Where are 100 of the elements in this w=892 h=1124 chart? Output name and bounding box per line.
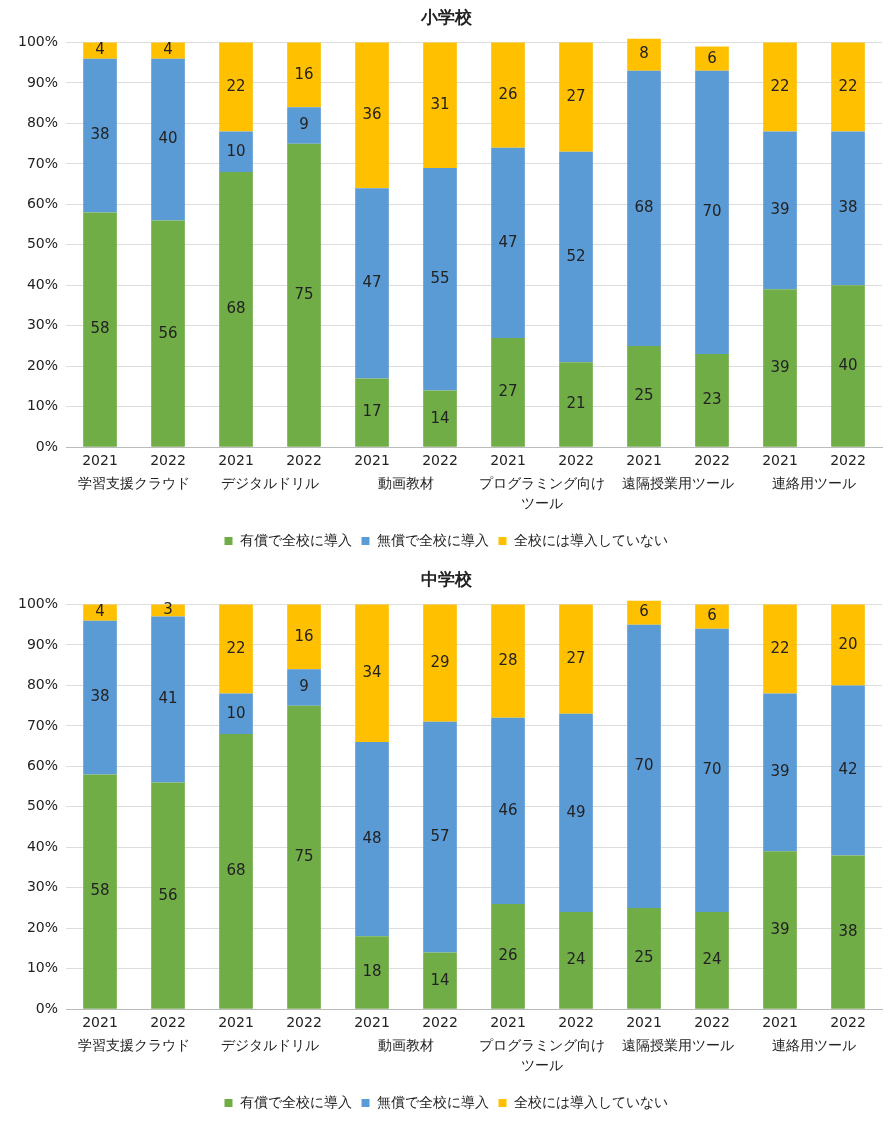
bar: [83, 604, 117, 621]
bar: [219, 42, 253, 132]
x-tick-label: 2021: [82, 452, 118, 469]
text: 連絡用ツール: [772, 1036, 856, 1053]
chart-title: 小学校: [419, 6, 473, 27]
x-tick-label: 2022: [558, 452, 594, 469]
bar: [423, 390, 457, 447]
text: プログラミング向けツール: [479, 474, 606, 511]
bar: [423, 42, 457, 168]
bar: [559, 912, 593, 1009]
x-tick-label: 2022: [830, 452, 866, 469]
legend-label: 無償で全校に導入: [376, 1093, 489, 1110]
bar: [355, 742, 389, 937]
data-label: 10: [226, 703, 246, 722]
data-label: 46: [498, 800, 518, 819]
data-label: 10: [226, 141, 246, 160]
bar: [559, 713, 593, 913]
bar: [491, 604, 525, 718]
data-label: 4: [95, 602, 105, 621]
bar: [83, 58, 117, 213]
bar: [355, 378, 389, 447]
y-tick-label: 100%: [17, 33, 59, 50]
bar: [491, 147, 525, 338]
x-tick-label: 2021: [762, 1014, 798, 1031]
bar: [355, 188, 389, 379]
data-label: 27: [566, 86, 586, 105]
bar: [831, 131, 865, 286]
data-label: 28: [498, 651, 518, 669]
bar: [219, 604, 253, 694]
bar: [627, 346, 661, 447]
data-label: 6: [639, 602, 649, 621]
bar: [763, 131, 797, 290]
data-label: 68: [226, 299, 246, 318]
data-label: 38: [838, 198, 858, 217]
data-label: 36: [362, 105, 382, 124]
bar: [627, 38, 661, 71]
x-tick-label: 2022: [286, 452, 322, 469]
bar: [83, 212, 117, 447]
bar: [763, 289, 797, 447]
y-tick-label: 90%: [26, 635, 59, 652]
bar: [695, 70, 729, 355]
bar: [219, 131, 253, 172]
data-label: 39: [770, 357, 790, 376]
legend-label: 有償で全校に導入: [239, 1093, 352, 1110]
text: 動画教材: [378, 1036, 435, 1053]
bar: [151, 782, 185, 1009]
y-tick-label: 0%: [35, 999, 59, 1016]
text: 遠隔授業用ツール: [622, 1036, 735, 1053]
data-label: 9: [299, 677, 309, 696]
bar: [423, 604, 457, 722]
y-tick-label: 70%: [26, 154, 59, 171]
data-label: 38: [90, 687, 110, 706]
text: 連絡用ツール: [772, 474, 856, 491]
data-label: 22: [226, 638, 246, 657]
text: プログラミング向けツール: [479, 1036, 606, 1073]
x-tick-label: 2021: [490, 1014, 526, 1031]
data-label: 40: [838, 355, 858, 374]
bar: [423, 167, 457, 391]
bar: [355, 604, 389, 743]
bar: [355, 936, 389, 1009]
data-label: 70: [634, 756, 654, 775]
bar: [287, 143, 321, 447]
text: 学習支援クラウド: [78, 474, 191, 491]
data-label: 22: [770, 76, 790, 95]
data-label: 22: [226, 76, 246, 95]
data-label: 9: [299, 115, 309, 134]
data-label: 4: [95, 40, 105, 59]
bar: [831, 604, 865, 686]
data-label: 21: [566, 394, 586, 413]
text: 学習支援クラウド: [78, 1036, 191, 1053]
y-tick-label: 60%: [26, 194, 59, 211]
bar: [151, 58, 185, 221]
bar: [763, 42, 797, 132]
chart-title: 中学校: [420, 568, 473, 589]
y-tick-label: 100%: [17, 595, 59, 612]
bar: [695, 46, 729, 71]
bar: [355, 42, 389, 189]
bar: [763, 851, 797, 1009]
data-label: 68: [634, 198, 654, 217]
data-label: 18: [362, 962, 382, 981]
bar: [627, 624, 661, 909]
x-tick-label: 2022: [694, 452, 730, 469]
data-label: 42: [838, 760, 858, 779]
data-label: 55: [430, 269, 450, 288]
data-label: 4: [163, 40, 173, 59]
y-tick-label: 40%: [26, 837, 59, 854]
x-tick-label: 2021: [218, 452, 254, 469]
bar: [491, 717, 525, 904]
data-label: 41: [158, 689, 178, 708]
x-tick-label: 2021: [218, 1014, 254, 1031]
data-label: 24: [566, 950, 586, 969]
bar: [83, 42, 117, 59]
y-tick-label: 0%: [35, 437, 59, 454]
x-tick-label: 2021: [490, 452, 526, 469]
data-label: 49: [566, 802, 586, 821]
data-label: 14: [430, 408, 450, 427]
y-tick-label: 50%: [26, 797, 59, 814]
data-label: 16: [294, 64, 314, 83]
bar: [695, 912, 729, 1009]
y-tick-label: 30%: [26, 316, 59, 333]
